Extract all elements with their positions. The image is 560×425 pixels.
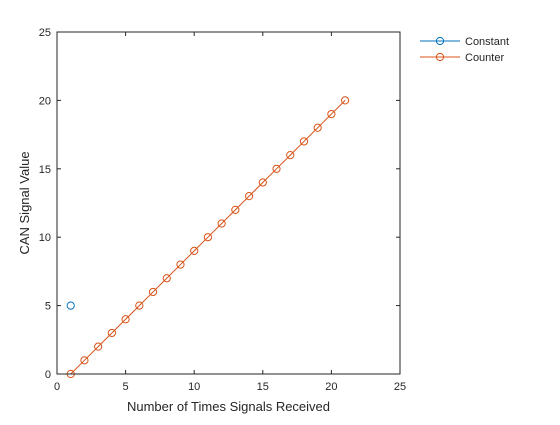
plot-area — [57, 32, 400, 374]
y-tick-label: 5 — [45, 301, 51, 313]
data-point-counter — [299, 137, 309, 146]
legend-marker-constant — [435, 36, 445, 46]
data-point-counter — [148, 287, 158, 297]
y-tick-label: 10 — [39, 232, 51, 244]
data-point-counter — [258, 178, 267, 187]
data-point-counter — [135, 301, 144, 310]
legend-marker-counter — [435, 52, 445, 62]
data-point-counter — [94, 342, 103, 351]
data-point-counter — [272, 164, 281, 173]
tick-layer: 0 5 10 15 20 25 0 5 10 15 20 25 — [39, 27, 406, 393]
legend-label-counter: Counter — [465, 52, 504, 64]
x-tick-label: 25 — [394, 381, 406, 393]
data-point-constant — [66, 301, 75, 310]
legend: Constant Counter — [420, 36, 509, 64]
series-line-counter — [70, 100, 346, 375]
x-tick-label: 0 — [54, 381, 60, 393]
data-point-counter — [176, 260, 185, 269]
data-point-counter — [341, 96, 350, 105]
y-axis-label: CAN Signal Value — [17, 151, 32, 254]
y-tick-label: 0 — [45, 369, 51, 381]
data-point-counter — [121, 315, 130, 324]
data-point-counter — [203, 233, 213, 242]
x-tick-label: 20 — [325, 381, 337, 393]
data-point-counter — [327, 109, 336, 119]
y-tick-label: 15 — [39, 164, 51, 176]
x-tick-label: 15 — [257, 381, 269, 393]
plot-box — [56, 31, 401, 375]
data-point-counter — [244, 192, 254, 201]
data-point-counter — [313, 123, 322, 132]
x-axis-label: Number of Times Signals Received — [127, 399, 330, 414]
y-tick-label: 20 — [39, 95, 51, 107]
data-point-counter — [107, 328, 116, 338]
x-tick-label: 10 — [188, 381, 200, 393]
data-point-counter — [286, 151, 295, 160]
data-point-counter — [231, 205, 240, 214]
data-point-counter — [190, 246, 199, 255]
data-point-counter — [162, 274, 171, 283]
data-point-counter — [217, 219, 226, 228]
x-tick-label: 5 — [123, 381, 129, 393]
series-layer — [66, 96, 350, 379]
data-point-counter — [80, 356, 89, 365]
y-tick-label: 25 — [39, 27, 51, 39]
legend-label-constant: Constant — [465, 36, 509, 48]
